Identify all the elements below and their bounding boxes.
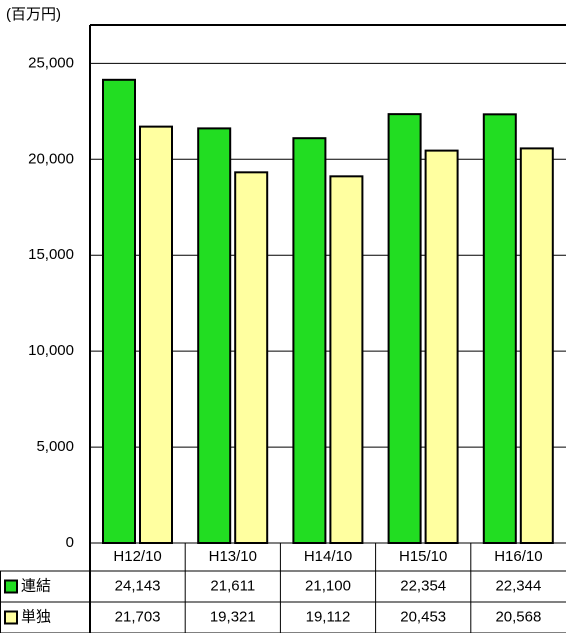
- table-value: 22,344: [495, 577, 541, 594]
- y-tick-label: 25,000: [28, 54, 74, 71]
- bar: [139, 125, 173, 544]
- table-value: 24,143: [115, 577, 161, 594]
- y-tick-label: 20,000: [28, 150, 74, 167]
- bar: [387, 113, 422, 544]
- table-value: 19,112: [306, 608, 351, 625]
- bar: [197, 127, 232, 544]
- y-axis-unit: (百万円): [6, 6, 61, 23]
- x-tick-label: H14/10: [304, 548, 352, 565]
- bar: [292, 137, 327, 544]
- x-tick-label: H12/10: [113, 548, 161, 565]
- bar: [482, 113, 517, 544]
- legend-swatch: [4, 579, 18, 594]
- y-tick-label: 10,000: [28, 342, 74, 359]
- table-value: 19,321: [210, 608, 256, 625]
- y-tick-label: 15,000: [28, 246, 74, 263]
- legend-label: 単独: [21, 608, 51, 625]
- table-value: 20,568: [495, 608, 541, 625]
- bar: [329, 175, 364, 544]
- x-tick-label: H16/10: [494, 548, 542, 565]
- y-tick-label: 0: [66, 534, 74, 551]
- table-value: 21,100: [305, 577, 351, 594]
- bar: [424, 149, 459, 544]
- bar: [102, 78, 136, 544]
- bar: [519, 147, 554, 544]
- x-tick-label: H13/10: [209, 548, 257, 565]
- table-value: 22,354: [400, 577, 446, 594]
- table-value: 21,703: [115, 608, 161, 625]
- y-tick-label: 5,000: [36, 438, 74, 455]
- bar: [234, 171, 269, 545]
- table-value: 20,453: [400, 608, 446, 625]
- table-value: 21,611: [210, 577, 255, 594]
- legend-label: 連結: [21, 577, 51, 594]
- x-tick-label: H15/10: [399, 548, 447, 565]
- legend-swatch: [4, 610, 18, 625]
